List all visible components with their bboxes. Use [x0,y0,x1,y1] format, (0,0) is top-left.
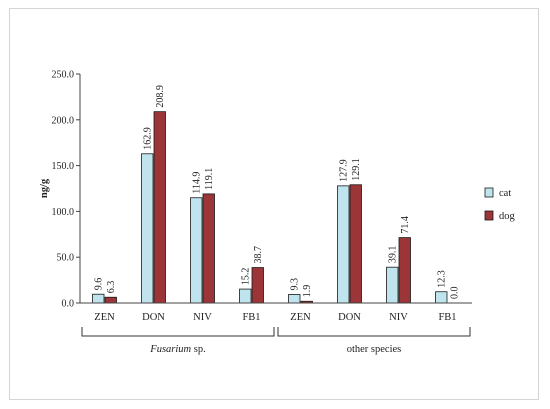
x-tick-label: DON [338,312,361,323]
bar-cat [141,153,154,304]
x-tick-label: ZEN [290,312,311,323]
y-tick-label: 150.0 [52,161,75,172]
bar-cat [239,288,252,304]
bar-cat [190,197,203,304]
data-label-cat: 12.3 [437,270,448,288]
group-label-text: other species [347,344,402,355]
data-label-cat: 9.3 [290,278,301,291]
data-label-cat: 9.6 [94,278,105,291]
data-label-cat: 39.1 [388,246,399,264]
y-tick-label: 0.0 [62,299,75,310]
data-label-cat: 15.2 [241,268,252,286]
data-label-dog: 119.1 [204,168,215,190]
bar-cat [386,266,399,304]
data-label-dog: 71.4 [400,216,411,234]
group-label-text: sp. [191,344,206,355]
data-label-dog: 0.0 [449,287,460,300]
data-label-cat: 127.9 [339,159,350,182]
group-bracket [81,327,275,337]
x-tick-label: FB1 [438,312,456,323]
legend-label-dog: dog [499,211,516,222]
y-axis: 0.0 50.0 100.0 150.0 200.0 250.0 [52,70,81,310]
bar-dog [398,237,411,304]
data-label-dog: 208.9 [155,85,166,108]
y-axis-title: ng/g [39,178,50,198]
bar-cat [288,294,301,304]
x-tick-label: NIV [193,312,212,323]
x-axis: ZEN DON NIV FB1 ZEN DON NIV FB1 [80,302,472,323]
bar-dog [349,184,362,304]
data-label-cat: 114.9 [192,172,203,194]
group-label: other species [347,344,402,355]
y-tick-label: 50.0 [57,253,75,264]
y-tick-label: 250.0 [52,70,75,81]
bar-cat [337,185,350,304]
legend: cat dog [484,187,516,222]
group-label-italic: Fusarium [149,344,191,355]
bar-cat [92,293,105,304]
bar-dog [153,111,166,304]
group-bracket [277,327,471,337]
group-brackets: Fusarium sp. other species [81,327,471,355]
bar-dog [202,193,215,304]
x-tick-label: NIV [389,312,408,323]
legend-label-cat: cat [499,188,511,199]
data-label-dog: 129.1 [351,158,362,181]
data-label-dog: 6.3 [106,281,117,294]
x-tick-label: FB1 [242,312,260,323]
data-label-cat: 162.9 [143,127,154,150]
data-label-dog: 1.9 [302,285,313,298]
x-tick-label: ZEN [94,312,115,323]
group-label: Fusarium sp. [149,344,205,355]
bars: 9.6 6.3 162.9 208.9 114.9 119.1 15.238.7 9.31.9… [92,85,460,304]
bar-dog [251,267,264,304]
data-label-dog: 38.7 [253,246,264,264]
legend-swatch-cat [484,187,494,198]
y-tick-label: 100.0 [52,207,75,218]
y-tick-label: 200.0 [52,115,75,126]
legend-swatch-dog [484,210,494,221]
bar-dog [104,296,117,304]
bar-cat [435,291,448,304]
x-tick-label: DON [142,312,165,323]
